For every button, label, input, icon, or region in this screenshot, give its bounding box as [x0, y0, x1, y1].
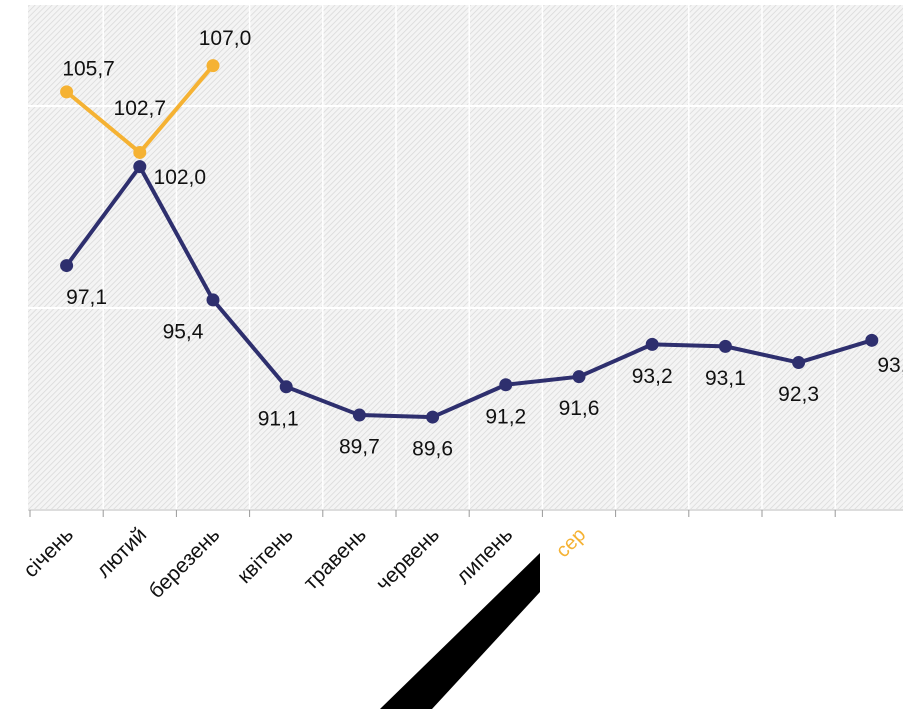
- point: [718, 339, 732, 353]
- x-tick-label: червень: [372, 523, 444, 595]
- data-label: 89,7: [339, 436, 380, 459]
- point: [499, 378, 513, 392]
- data-label: 92,3: [778, 383, 819, 406]
- series-line: [64, 164, 873, 420]
- point: [133, 145, 147, 159]
- point: [206, 293, 220, 307]
- x-tick-label: квітень: [233, 523, 298, 588]
- point: [572, 370, 586, 384]
- point: [426, 410, 440, 424]
- data-label: 97,1: [66, 286, 107, 309]
- data-label: 93,2: [632, 365, 673, 388]
- data-label: 102,7: [114, 97, 167, 120]
- x-tick-label: липень: [452, 523, 518, 589]
- point: [645, 337, 659, 351]
- data-label: 93,4: [877, 354, 903, 377]
- point: [206, 59, 220, 73]
- point: [60, 259, 74, 273]
- data-label: 91,2: [485, 405, 526, 428]
- data-label: 107,0: [199, 27, 252, 50]
- x-tick-label: сер: [552, 524, 590, 562]
- data-label: 91,1: [258, 407, 299, 430]
- overlay-shape: [380, 553, 540, 709]
- point: [60, 85, 74, 99]
- data-label: 89,6: [412, 438, 453, 461]
- point: [279, 380, 293, 394]
- data-label: 102,0: [154, 166, 207, 189]
- point: [865, 333, 879, 347]
- point: [792, 356, 806, 370]
- data-label: 93,1: [705, 367, 746, 390]
- plot-area: [28, 5, 903, 510]
- point: [352, 408, 366, 422]
- x-tick-label: лютий: [92, 523, 151, 582]
- data-label: 95,4: [163, 320, 204, 343]
- data-label: 105,7: [62, 57, 115, 80]
- x-tick-label: січень: [19, 523, 78, 582]
- x-tick-label: березень: [145, 523, 225, 603]
- x-tick-label: травень: [299, 523, 371, 595]
- point: [133, 160, 147, 174]
- data-label: 91,6: [559, 397, 600, 420]
